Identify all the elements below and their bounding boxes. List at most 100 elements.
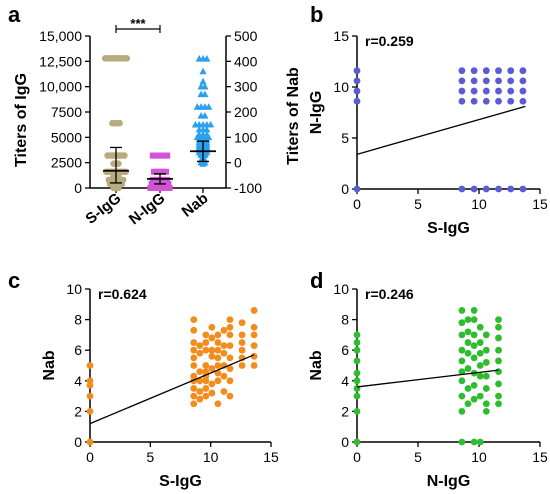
data-point	[202, 392, 210, 400]
data-point	[190, 400, 198, 408]
data-point	[86, 408, 94, 415]
data-point	[86, 381, 94, 389]
y-tick-label-right: 200	[234, 104, 258, 120]
data-point	[86, 392, 94, 400]
y-tick-label: 15	[333, 28, 349, 44]
n-igg-point	[164, 176, 171, 183]
y-axis-title-left: Titers of IgG	[13, 73, 30, 167]
y-tick-label: 8	[341, 312, 349, 328]
data-point	[250, 352, 258, 360]
y-tick-label-right: 100	[234, 129, 258, 145]
data-point	[482, 185, 490, 193]
n-igg-point	[163, 168, 169, 175]
data-point	[190, 339, 198, 346]
data-point	[214, 331, 222, 339]
data-point	[353, 438, 361, 446]
nab-point	[207, 120, 215, 128]
y-tick-label: 6	[74, 342, 82, 358]
data-point	[214, 377, 222, 385]
data-point	[519, 87, 527, 95]
data-point	[476, 438, 484, 446]
data-point	[202, 385, 210, 392]
data-point	[476, 339, 484, 346]
data-point	[482, 77, 490, 85]
data-point	[220, 372, 228, 380]
data-point	[495, 380, 502, 388]
y-axis-title: Nab	[41, 350, 58, 380]
data-point	[519, 185, 527, 193]
data-point	[353, 77, 361, 85]
nab-point	[199, 77, 207, 85]
data-point	[519, 97, 527, 105]
nab-point	[203, 55, 211, 62]
data-point	[464, 349, 472, 357]
data-point	[470, 316, 478, 323]
data-point	[458, 87, 466, 95]
data-point	[208, 323, 216, 331]
data-point	[476, 372, 484, 380]
data-point	[196, 388, 204, 395]
correlation-label: r=0.246	[365, 286, 414, 302]
y-tick-label: 10	[333, 281, 349, 297]
data-point	[458, 307, 466, 314]
y-axis-title: Nab	[308, 350, 325, 380]
data-point	[458, 357, 466, 365]
data-point	[353, 377, 361, 385]
y-tick-label: 10	[66, 281, 82, 297]
data-point	[238, 339, 246, 346]
y-tick-label-left: 10,000	[39, 79, 82, 95]
nab-point	[201, 82, 209, 90]
data-point	[495, 77, 502, 85]
category-label: N-IgG	[126, 190, 169, 229]
x-axis-title: S-IgG	[427, 220, 470, 237]
nab-point	[205, 103, 213, 110]
data-point	[226, 316, 234, 323]
data-point	[458, 185, 466, 193]
data-point	[353, 67, 361, 75]
data-point	[208, 334, 216, 342]
data-point	[226, 323, 234, 331]
data-point	[226, 365, 234, 372]
data-point	[250, 323, 258, 331]
data-point	[482, 87, 490, 95]
data-point	[470, 342, 478, 350]
data-point	[482, 408, 490, 415]
data-point	[202, 331, 210, 339]
y-tick-label: 0	[74, 434, 82, 450]
y-tick-label-left: 0	[74, 180, 82, 196]
data-point	[190, 346, 198, 354]
data-point	[470, 331, 478, 339]
data-point	[482, 359, 490, 366]
data-point	[495, 357, 502, 365]
x-tick-label: 5	[146, 449, 154, 465]
y-tick-label: 4	[341, 373, 349, 389]
data-point	[196, 395, 204, 403]
data-point	[250, 362, 258, 369]
panel-label-c: c	[8, 268, 20, 293]
y-tick-label-right: 400	[234, 53, 258, 69]
y-tick-label: 5	[341, 130, 349, 146]
category-label: Nab	[179, 190, 212, 221]
data-point	[464, 339, 472, 346]
y-tick-label: 2	[74, 403, 82, 419]
data-point	[214, 339, 222, 346]
y-tick-label: 10	[333, 79, 349, 95]
data-point	[458, 331, 466, 339]
data-point	[190, 385, 198, 392]
data-point	[353, 185, 361, 193]
x-tick-label: 5	[414, 196, 422, 212]
data-point	[470, 354, 478, 362]
x-tick-label: 15	[532, 196, 548, 212]
data-point	[190, 362, 198, 369]
data-point	[190, 326, 198, 334]
data-point	[196, 368, 204, 376]
data-point	[458, 97, 466, 105]
s-igg-point	[116, 119, 123, 127]
s-igg-point	[122, 168, 129, 176]
data-point	[476, 349, 484, 357]
data-point	[495, 87, 502, 95]
y-tick-label: 4	[74, 373, 82, 389]
y-tick-label-right: 300	[234, 79, 258, 95]
nab-point	[199, 67, 207, 75]
